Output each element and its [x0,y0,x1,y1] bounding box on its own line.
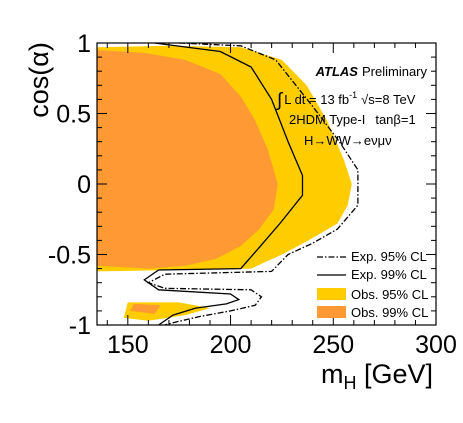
region-obs-99-cl-1 [129,303,161,314]
x-axis-label-subscript: H [343,373,356,393]
filled-regions [97,45,352,321]
y-tick-label: 0.5 [56,101,91,129]
contour-lines [143,42,359,326]
annotation-model-line: 2HDM Type-I tanβ=1 [289,112,416,127]
annotation-lumi: L dt = 13 fb [284,92,349,107]
legend-item-exp-99: Exp. 99% CL [317,267,427,282]
y-tick-label: -1 [69,312,91,340]
contour-exp-95-cl [146,42,359,326]
region-obs-99-cl-0 [97,50,278,269]
x-axis-label-unit: [GeV] [356,359,433,389]
x-tick-label: 300 [415,331,457,359]
annotation-sqrt-s: √s=8 TeV [361,92,416,107]
x-tick-label: 150 [107,331,149,359]
legend-swatch-obs-95 [317,288,346,300]
legend: Exp. 95% CL Exp. 99% CL Obs. 95% CL Obs.… [317,249,428,320]
contour-exp-99-cl [143,42,304,326]
legend-item-obs-99: Obs. 99% CL [317,305,428,320]
legend-label-obs-95: Obs. 95% CL [351,287,428,302]
annotation-status: Preliminary [362,64,428,79]
y-tick-label: 0 [77,171,91,199]
x-axis-label: mH [GeV] [321,359,433,393]
legend-swatch-obs-99 [317,306,346,318]
legend-label-obs-99: Obs. 99% CL [351,305,428,320]
annotation-lumi-exp: -1 [349,90,357,100]
annotation-experiment-line: ATLAS Preliminary [315,64,428,79]
legend-label-exp-99: Exp. 99% CL [351,267,427,282]
legend-item-exp-95: Exp. 95% CL [317,249,427,264]
x-tick-label: 250 [312,331,354,359]
axis-ticks: 150 200 250 300 1 0.5 0 -0.5 -1 [48,30,457,359]
annotation-lumi-line: ∫ L dt = 13 fb-1 √s=8 TeV [276,90,416,111]
annotation-channel: H→WW→eνμν [304,133,392,148]
annotation-lumi-integral: ∫ [276,90,284,111]
annotation-tanbeta: tanβ=1 [375,112,415,127]
annotation-experiment: ATLAS [315,64,359,79]
annotation-model: 2HDM Type-I [289,112,365,127]
y-tick-label: -0.5 [48,242,91,270]
x-tick-label: 200 [210,331,252,359]
legend-item-obs-95: Obs. 95% CL [317,287,428,302]
legend-label-exp-95: Exp. 95% CL [351,249,427,264]
y-tick-label: 1 [77,30,91,58]
y-axis-label: cos(α) [24,42,54,118]
